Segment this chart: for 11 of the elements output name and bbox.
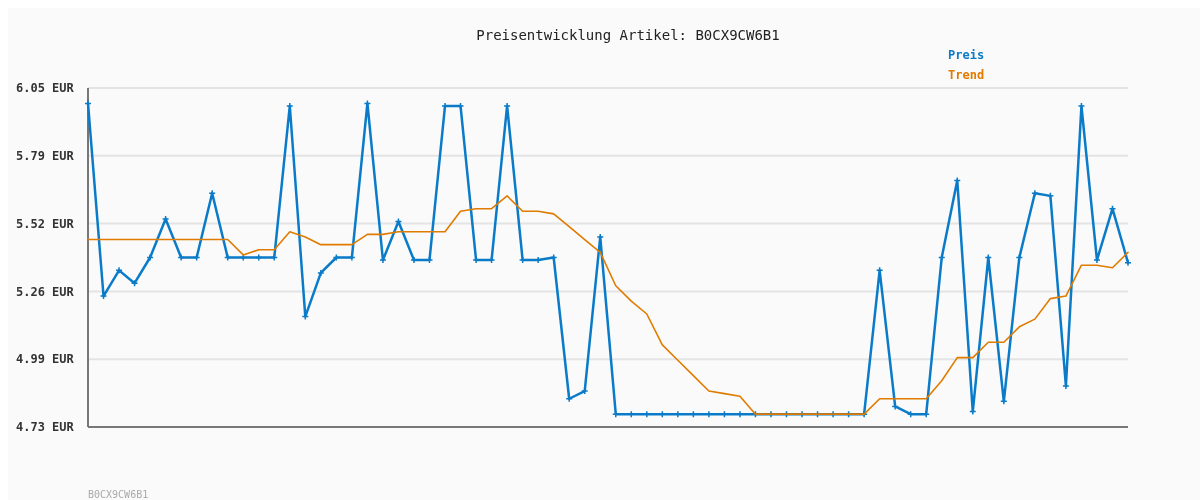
y-tick-label: 4.99 EUR [16, 352, 75, 367]
y-tick-label: 5.52 EUR [16, 216, 75, 231]
text: Trend [948, 68, 985, 82]
y-tick-label: 6.05 EUR [16, 81, 75, 96]
y-tick-label: 5.79 EUR [16, 149, 75, 163]
text: Preis [948, 48, 985, 62]
text: B0CX9CW6B1 [88, 489, 149, 500]
line-series [87, 195, 1129, 415]
y-tick-label: 5.26 EUR [16, 284, 75, 299]
y-tick-label: 4.73 EUR [16, 420, 75, 435]
chart-title: Preisentwicklung Artikel: B0CX9CW6B1 [476, 27, 780, 43]
